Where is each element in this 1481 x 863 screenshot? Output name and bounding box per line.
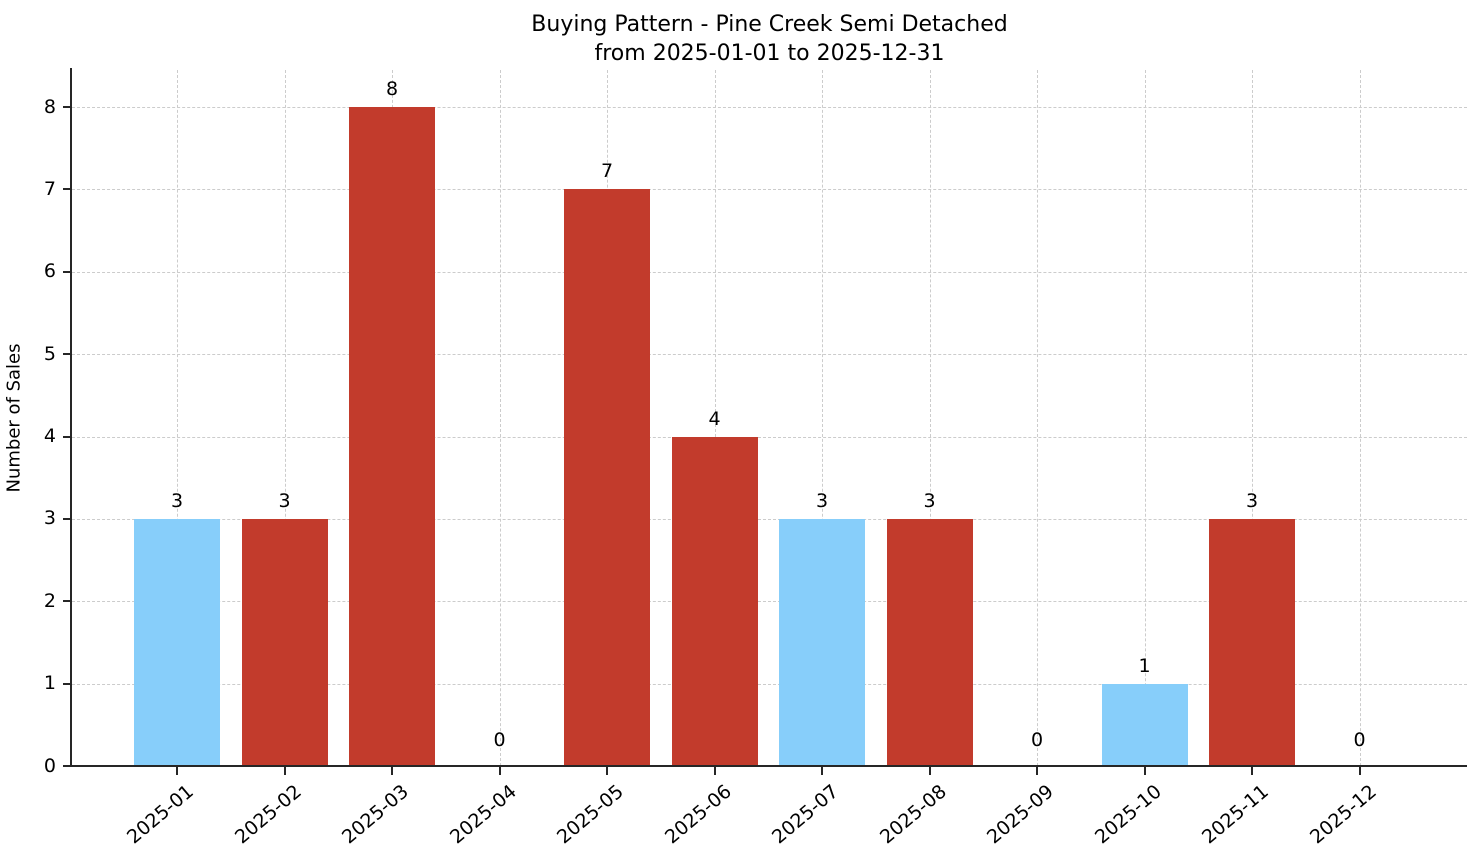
y-tick-mark — [63, 600, 71, 603]
value-label-2025-06: 4 — [708, 407, 721, 430]
y-tick-label: 3 — [43, 507, 56, 530]
y-tick-label: 2 — [43, 589, 56, 612]
x-tick-mark — [1143, 767, 1146, 775]
x-tick-label-2025-06: 2025-06 — [660, 780, 736, 849]
gridline-vertical — [714, 70, 716, 766]
y-axis-spine — [70, 68, 72, 767]
bar-2025-05 — [564, 189, 650, 766]
x-tick-mark — [1251, 767, 1253, 775]
value-label-2025-01: 3 — [170, 489, 184, 512]
y-tick-label: 6 — [43, 260, 56, 283]
gridline-vertical — [499, 70, 501, 766]
x-tick-mark — [928, 767, 931, 775]
x-tick-label-2025-08: 2025-08 — [875, 780, 951, 849]
bar-2025-08 — [886, 518, 973, 766]
bar-2025-10 — [1101, 683, 1188, 766]
bar-2025-07 — [779, 518, 865, 766]
value-label-2025-09: 0 — [1030, 729, 1044, 751]
y-tick-mark — [63, 188, 71, 191]
gridline-horizontal — [72, 436, 1467, 438]
x-tick-label-2025-05: 2025-05 — [552, 780, 628, 849]
y-tick-label: 5 — [43, 342, 56, 365]
gridline-horizontal — [72, 354, 1467, 356]
gridline-horizontal — [72, 271, 1467, 273]
x-tick-mark — [821, 767, 823, 775]
x-tick-label-2025-09: 2025-09 — [982, 780, 1058, 849]
gridline-horizontal — [72, 518, 1467, 520]
y-tick-mark — [63, 765, 71, 767]
y-tick-label: 1 — [43, 672, 56, 695]
y-tick-label: 7 — [43, 177, 56, 200]
gridline-vertical — [1144, 70, 1146, 766]
y-tick-mark — [63, 106, 71, 109]
x-tick-label-2025-02: 2025-02 — [230, 780, 306, 849]
gridline-vertical — [284, 70, 286, 766]
value-label-2025-02: 3 — [278, 489, 291, 512]
bar-2025-01 — [134, 518, 220, 766]
x-tick-mark — [176, 767, 178, 775]
y-tick-mark — [63, 270, 71, 273]
y-tick-mark — [63, 353, 71, 356]
value-label-2025-11: 3 — [1245, 489, 1259, 512]
gridline-horizontal — [72, 601, 1467, 603]
chart-title-line-2: from 2025-01-01 to 2025-12-31 — [594, 41, 945, 66]
chart-title: Buying Pattern - Pine Creek Semi Detache… — [72, 10, 1467, 68]
x-axis-spine — [70, 765, 1467, 767]
chart-title-line-1: Buying Pattern - Pine Creek Semi Detache… — [531, 12, 1008, 37]
x-tick-label-2025-07: 2025-07 — [767, 780, 843, 849]
gridline-horizontal — [72, 683, 1467, 685]
x-tick-mark — [391, 767, 393, 775]
gridline-vertical — [1037, 70, 1038, 766]
y-tick-label: 8 — [43, 95, 56, 118]
bar-2025-06 — [671, 436, 758, 766]
x-tick-mark — [1358, 767, 1361, 775]
gridline-horizontal — [72, 107, 1467, 109]
x-tick-label-2025-10: 2025-10 — [1090, 780, 1166, 849]
x-tick-mark — [283, 767, 286, 775]
value-label-2025-03: 8 — [385, 78, 399, 101]
x-tick-mark — [1036, 767, 1038, 775]
bar-2025-11 — [1209, 518, 1295, 766]
y-axis-label: Number of Sales — [3, 343, 25, 493]
y-tick-label: 4 — [43, 425, 56, 448]
x-tick-mark — [498, 767, 501, 775]
x-tick-label-2025-04: 2025-04 — [445, 780, 521, 849]
value-label-2025-05: 7 — [600, 160, 614, 183]
bar-2025-02 — [241, 518, 328, 766]
y-tick-mark — [63, 517, 71, 520]
x-tick-label-2025-12: 2025-12 — [1305, 780, 1381, 849]
x-tick-label-2025-11: 2025-11 — [1197, 780, 1273, 849]
plot-area: 3 3 8 0 7 4 3 3 0 1 3 0 — [72, 70, 1467, 766]
gridline-vertical — [177, 70, 178, 766]
value-label-2025-07: 3 — [815, 489, 829, 512]
y-tick-label: 0 — [43, 754, 56, 777]
gridline-vertical — [1252, 70, 1253, 766]
gridline-vertical — [1359, 70, 1361, 766]
x-tick-label-2025-03: 2025-03 — [337, 780, 413, 849]
value-label-2025-08: 3 — [923, 489, 936, 512]
x-tick-mark — [713, 767, 716, 775]
y-tick-mark — [63, 682, 71, 685]
x-tick-mark — [606, 767, 608, 775]
value-label-2025-04: 0 — [493, 729, 506, 751]
gridline-horizontal — [72, 189, 1467, 191]
gridline-vertical — [929, 70, 931, 766]
y-tick-mark — [63, 435, 71, 438]
bar-2025-03 — [349, 107, 435, 766]
x-tick-label-2025-01: 2025-01 — [122, 780, 198, 849]
value-label-2025-10: 1 — [1138, 654, 1151, 677]
gridline-vertical — [822, 70, 823, 766]
value-label-2025-12: 0 — [1353, 729, 1366, 751]
